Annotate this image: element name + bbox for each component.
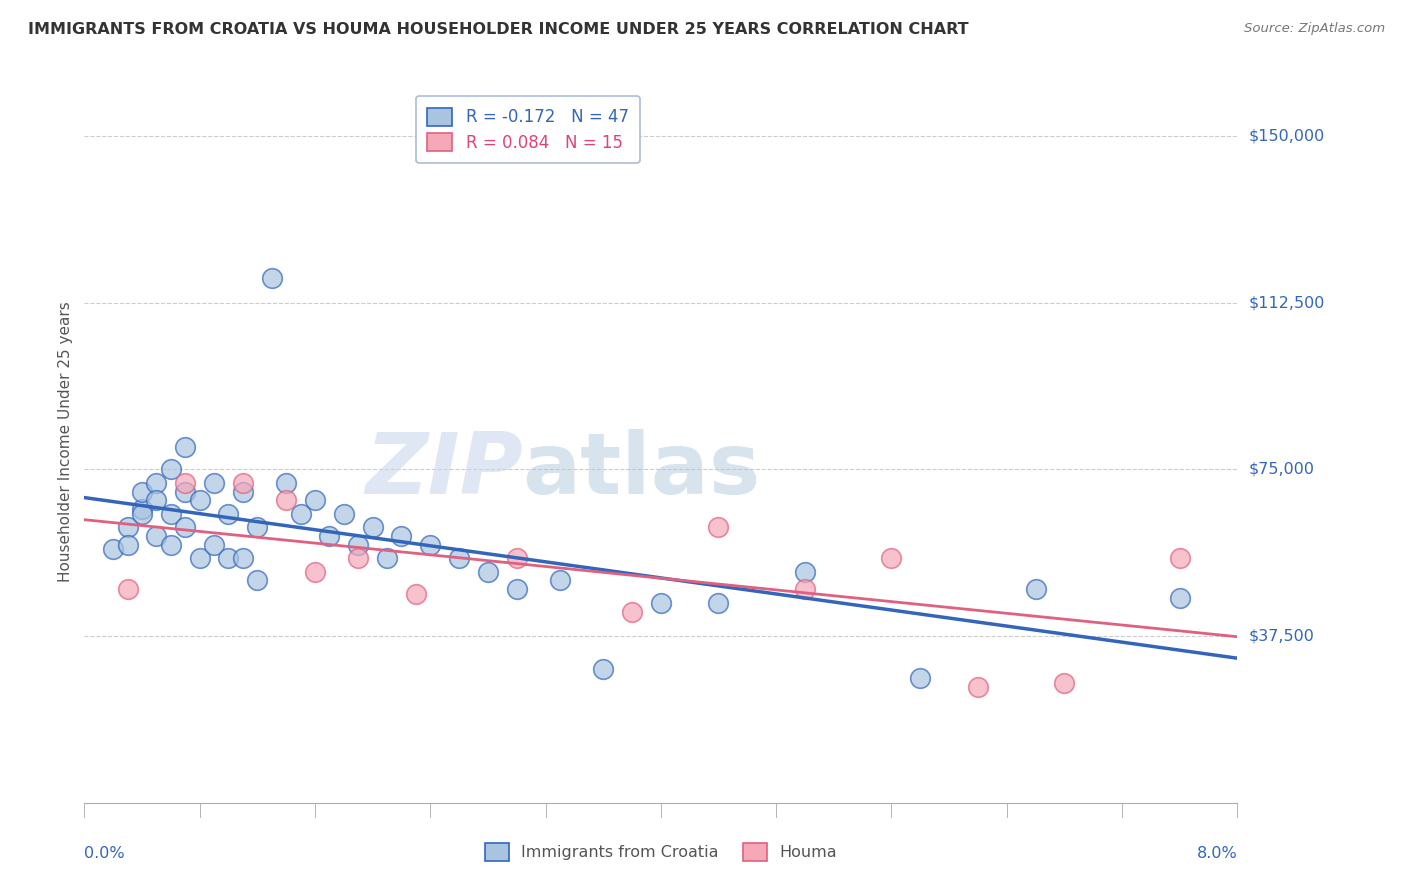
Point bbox=[174, 440, 197, 454]
Point bbox=[160, 462, 183, 476]
Text: $112,500: $112,500 bbox=[1249, 295, 1324, 310]
Point bbox=[506, 551, 529, 566]
Point bbox=[131, 484, 153, 499]
Point bbox=[131, 507, 153, 521]
Point bbox=[1168, 551, 1191, 566]
Point bbox=[375, 551, 398, 566]
Point bbox=[202, 475, 225, 490]
Point bbox=[276, 493, 298, 508]
Text: $150,000: $150,000 bbox=[1249, 128, 1324, 144]
Point bbox=[131, 502, 153, 516]
Point bbox=[232, 484, 254, 499]
Point bbox=[246, 574, 269, 588]
Point bbox=[174, 475, 197, 490]
Text: atlas: atlas bbox=[523, 429, 761, 512]
Point bbox=[361, 520, 384, 534]
Text: 0.0%: 0.0% bbox=[84, 847, 125, 861]
Point bbox=[347, 538, 370, 552]
Legend: Immigrants from Croatia, Houma: Immigrants from Croatia, Houma bbox=[478, 837, 844, 867]
Point bbox=[117, 538, 139, 552]
Point bbox=[202, 538, 225, 552]
Point bbox=[1025, 582, 1047, 597]
Text: ZIP: ZIP bbox=[364, 429, 523, 512]
Point bbox=[145, 475, 167, 490]
Point bbox=[218, 551, 240, 566]
Point bbox=[347, 551, 370, 566]
Point bbox=[405, 587, 427, 601]
Text: $75,000: $75,000 bbox=[1249, 462, 1315, 477]
Point bbox=[174, 484, 197, 499]
Point bbox=[794, 565, 817, 579]
Point bbox=[391, 529, 413, 543]
Point bbox=[304, 565, 326, 579]
Point bbox=[145, 493, 167, 508]
Point bbox=[232, 551, 254, 566]
Point bbox=[477, 565, 499, 579]
Point bbox=[880, 551, 903, 566]
Point bbox=[592, 662, 614, 676]
Point bbox=[188, 493, 211, 508]
Point bbox=[232, 475, 254, 490]
Point bbox=[174, 520, 197, 534]
Point bbox=[103, 542, 124, 557]
Point bbox=[794, 582, 817, 597]
Point bbox=[276, 475, 298, 490]
Point bbox=[910, 671, 932, 685]
Point bbox=[650, 596, 672, 610]
Point bbox=[290, 507, 312, 521]
Point bbox=[1168, 591, 1191, 606]
Point bbox=[621, 605, 644, 619]
Point bbox=[160, 507, 183, 521]
Point bbox=[506, 582, 529, 597]
Point bbox=[260, 271, 283, 285]
Point bbox=[304, 493, 326, 508]
Point bbox=[318, 529, 340, 543]
Point bbox=[707, 520, 730, 534]
Point bbox=[117, 582, 139, 597]
Point bbox=[967, 680, 990, 694]
Text: $37,500: $37,500 bbox=[1249, 629, 1315, 643]
Point bbox=[419, 538, 441, 552]
Point bbox=[188, 551, 211, 566]
Point bbox=[145, 529, 167, 543]
Point bbox=[548, 574, 571, 588]
Point bbox=[1053, 675, 1076, 690]
Point bbox=[707, 596, 730, 610]
Y-axis label: Householder Income Under 25 years: Householder Income Under 25 years bbox=[58, 301, 73, 582]
Point bbox=[246, 520, 269, 534]
Point bbox=[160, 538, 183, 552]
Point bbox=[449, 551, 471, 566]
Point bbox=[117, 520, 139, 534]
Text: IMMIGRANTS FROM CROATIA VS HOUMA HOUSEHOLDER INCOME UNDER 25 YEARS CORRELATION C: IMMIGRANTS FROM CROATIA VS HOUMA HOUSEHO… bbox=[28, 22, 969, 37]
Text: Source: ZipAtlas.com: Source: ZipAtlas.com bbox=[1244, 22, 1385, 36]
Text: 8.0%: 8.0% bbox=[1197, 847, 1237, 861]
Point bbox=[218, 507, 240, 521]
Point bbox=[333, 507, 356, 521]
